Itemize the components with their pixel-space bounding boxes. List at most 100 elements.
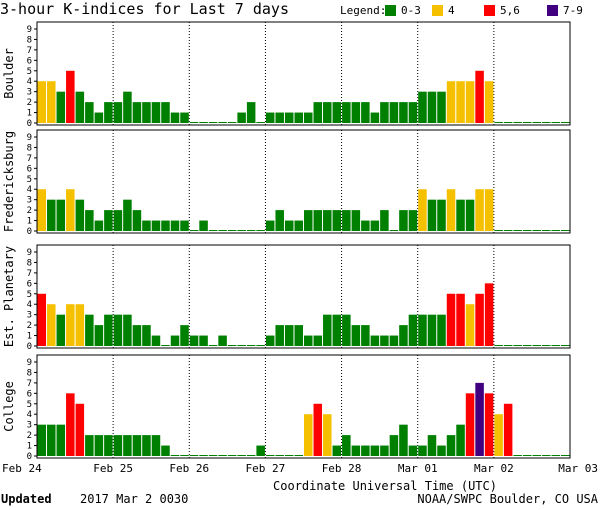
x-tick-label: Mar 02 (474, 462, 514, 475)
k-index-bar (522, 122, 532, 123)
k-index-bar (532, 345, 541, 346)
y-tick-label: 4 (27, 410, 32, 420)
k-index-bar (513, 345, 522, 346)
k-index-bar (313, 210, 323, 231)
k-index-bar (246, 345, 256, 346)
k-index-bar (199, 455, 208, 456)
k-index-bar (484, 283, 494, 346)
k-index-bar (446, 435, 456, 456)
k-index-bar (75, 91, 85, 123)
k-index-bar (427, 91, 437, 123)
y-tick-label: 2 (27, 206, 32, 216)
k-index-bar (380, 210, 389, 231)
k-index-bar (94, 325, 104, 346)
k-index-bar (237, 112, 246, 123)
k-index-bar (323, 414, 332, 456)
k-index-bar (342, 102, 351, 123)
k-index-bar (323, 210, 332, 231)
k-index-bar (189, 230, 199, 231)
k-index-bar (522, 345, 532, 346)
k-index-bar (275, 112, 284, 123)
k-index-bar (332, 314, 342, 346)
k-index-bar (494, 122, 503, 123)
k-index-bar (170, 335, 180, 346)
k-index-bar (437, 314, 446, 346)
k-index-bar (199, 122, 208, 123)
k-index-bar (161, 102, 170, 123)
k-index-bar (513, 122, 522, 123)
y-tick-label: 1 (27, 442, 32, 452)
y-tick-label: 1 (27, 332, 32, 342)
k-index-bar (142, 435, 151, 456)
k-index-bar (47, 81, 56, 123)
k-index-bar (370, 112, 380, 123)
k-index-bar (503, 345, 513, 346)
k-index-bar (551, 230, 560, 231)
k-index-bar (161, 220, 170, 231)
k-index-bar (332, 210, 342, 231)
k-index-bar (208, 455, 218, 456)
k-index-bar (522, 230, 532, 231)
k-index-bar (256, 230, 265, 231)
y-tick-label: 7 (27, 379, 32, 389)
k-index-bar (284, 455, 294, 456)
k-index-bar (494, 230, 503, 231)
k-index-bar (304, 112, 313, 123)
x-tick-label: Feb 25 (93, 462, 133, 475)
k-index-bar (532, 122, 541, 123)
k-index-bar (560, 345, 570, 346)
k-index-bar (427, 314, 437, 346)
k-index-bar (104, 102, 113, 123)
panels: 0123456789Boulder0123456789Fredericksbur… (2, 21, 571, 462)
k-index-bar (218, 455, 227, 456)
k-index-bar (47, 304, 56, 346)
k-index-bar (313, 335, 323, 346)
k-index-bar (189, 122, 199, 123)
updated-label: Updated (1, 492, 52, 506)
y-tick-label: 8 (27, 258, 32, 268)
k-index-bar (151, 435, 161, 456)
k-index-bar (342, 314, 351, 346)
k-index-bar (56, 91, 66, 123)
k-index-bar (408, 445, 418, 456)
k-index-bar (104, 435, 113, 456)
y-tick-label: 6 (27, 279, 32, 289)
k-index-bar (408, 314, 418, 346)
k-index-bar (47, 199, 56, 231)
y-tick-label: 6 (27, 389, 32, 399)
k-index-bar (180, 112, 189, 123)
k-index-bar (361, 220, 370, 231)
k-index-bar (342, 435, 351, 456)
k-index-bar (170, 112, 180, 123)
k-index-bar (313, 403, 323, 456)
k-index-bar (66, 304, 75, 346)
k-index-bar (104, 210, 113, 231)
k-index-bar (256, 445, 265, 456)
k-index-bar (323, 314, 332, 346)
k-index-bar (399, 424, 408, 456)
k-index-bar (170, 220, 180, 231)
k-index-bar (408, 210, 418, 231)
k-index-bar (113, 210, 123, 231)
panel-label: College (2, 381, 16, 432)
k-index-bar (132, 325, 142, 346)
k-index-bar (560, 122, 570, 123)
k-index-bar (75, 403, 85, 456)
k-index-bar (418, 91, 427, 123)
y-tick-label: 7 (27, 46, 32, 56)
x-tick-label: Feb 26 (169, 462, 209, 475)
k-index-bar (389, 102, 399, 123)
k-index-bar (246, 102, 256, 123)
k-index-bar (294, 220, 303, 231)
k-index-bar (151, 102, 161, 123)
k-index-bar (437, 445, 446, 456)
k-index-bar (399, 102, 408, 123)
k-index-bar (351, 325, 361, 346)
k-index-bar (484, 81, 494, 123)
k-index-bar (37, 81, 47, 123)
k-index-bar (427, 435, 437, 456)
k-index-bar (151, 335, 161, 346)
